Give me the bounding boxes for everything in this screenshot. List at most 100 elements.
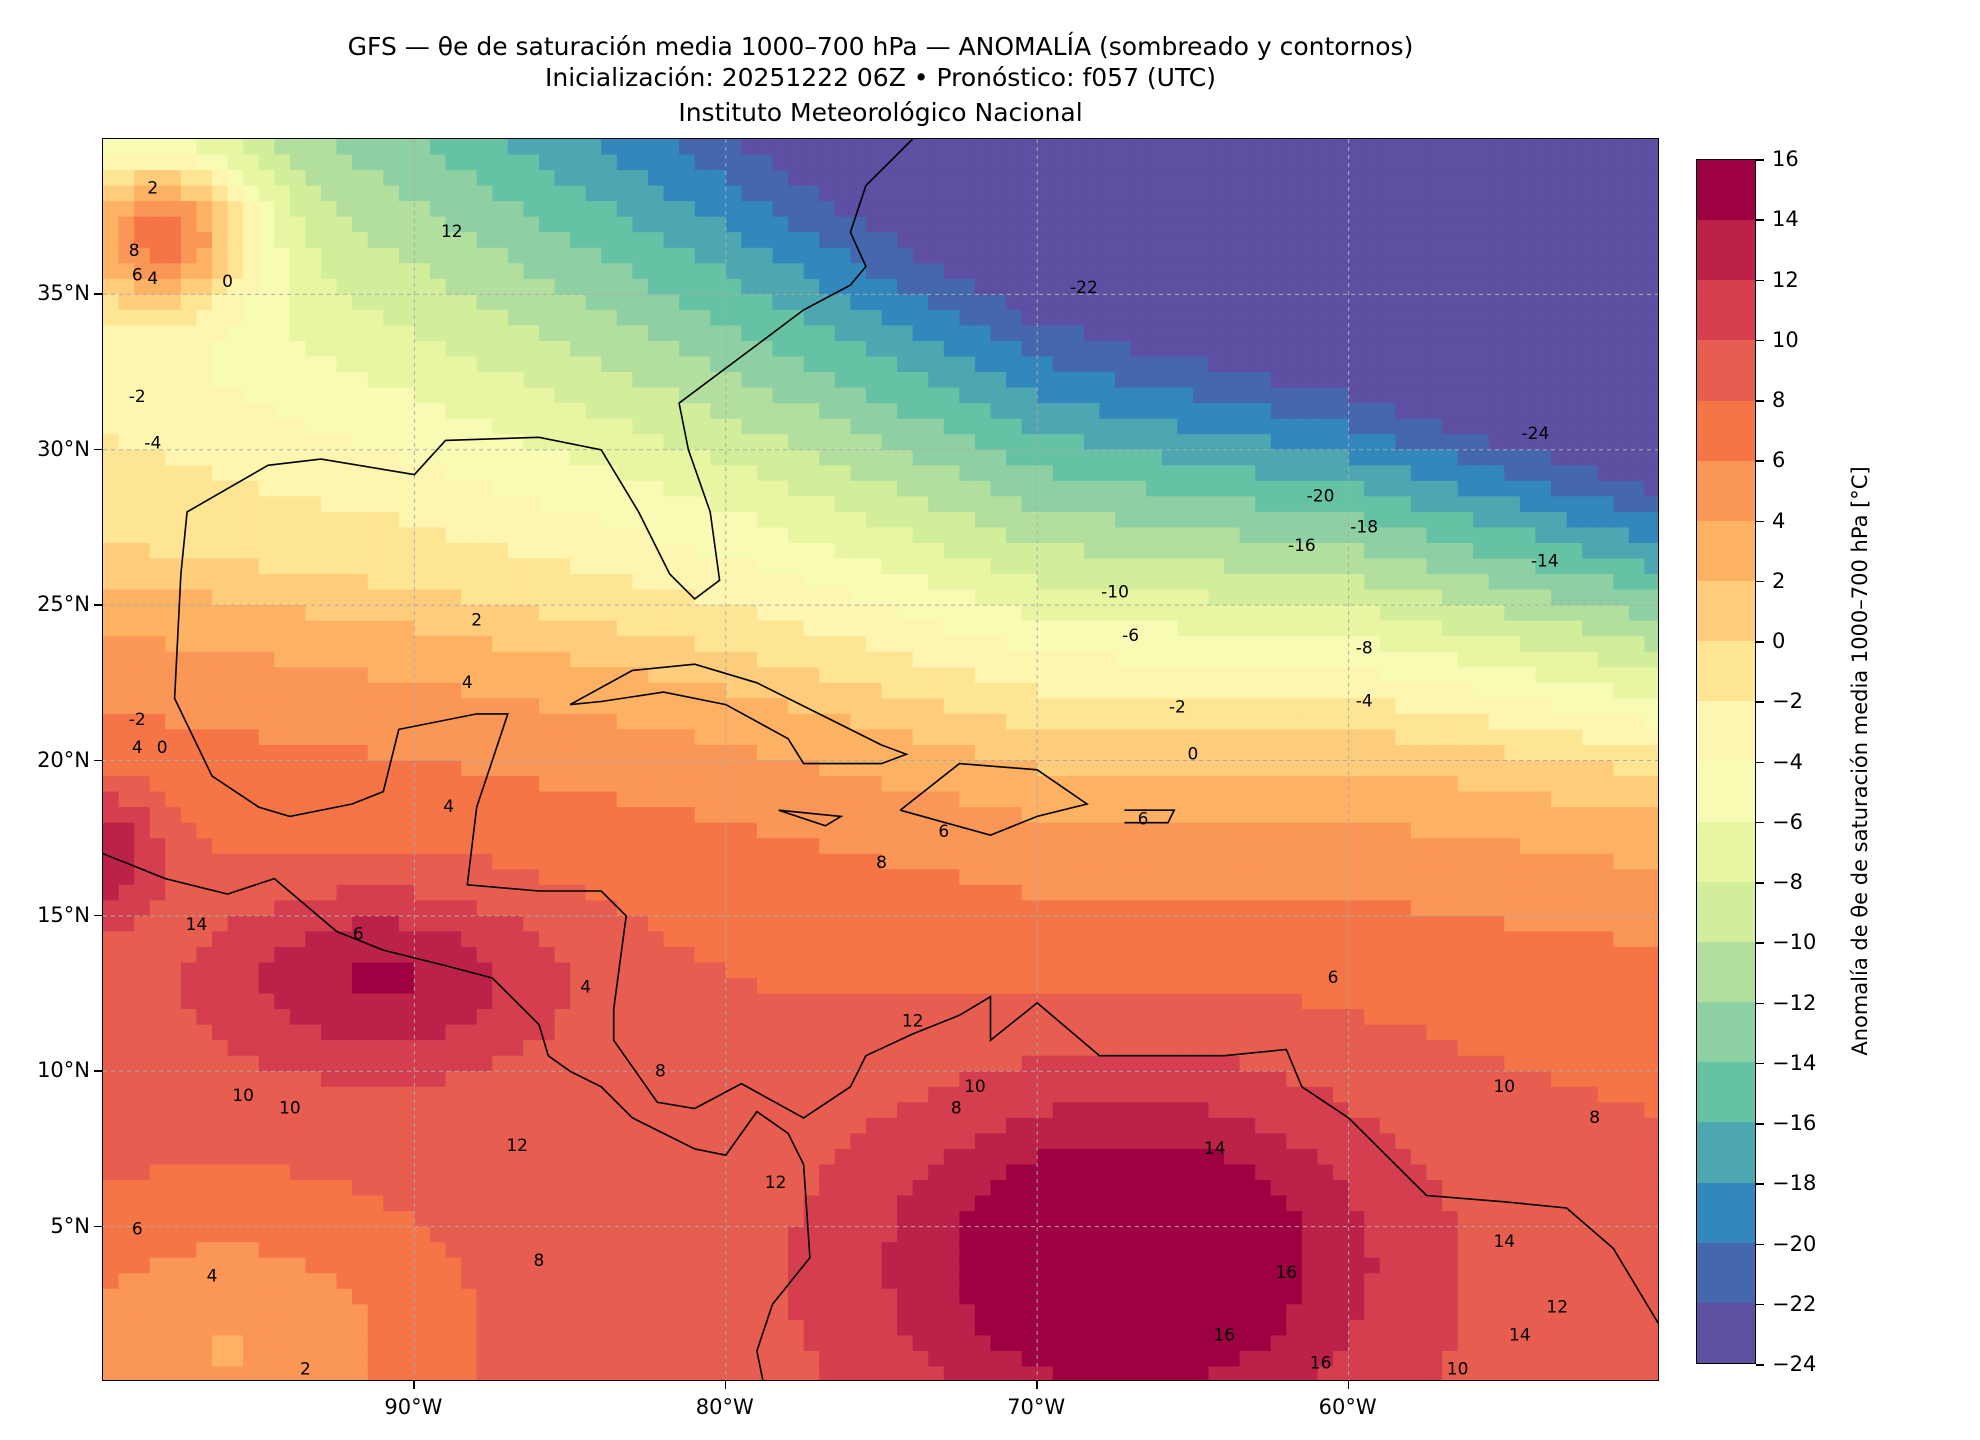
field-cell [445,822,462,839]
field-cell [710,278,727,295]
field-cell [258,1009,275,1026]
field-cell [243,760,260,777]
field-cell [725,682,742,699]
field-cell [912,1164,929,1181]
field-cell [320,154,338,171]
field-cell [928,372,945,389]
field-cell [398,511,415,529]
field-cell [741,1335,758,1352]
field-cell [741,558,758,575]
field-cell [305,1133,322,1150]
field-cell [476,574,493,591]
field-cell [414,1304,431,1321]
field-cell [103,139,120,156]
field-cell [1037,511,1054,529]
field-cell [289,978,307,995]
field-cell [414,869,431,886]
field-cell [616,434,633,451]
field-cell [1052,651,1069,668]
field-cell [429,776,447,793]
field-cell [523,511,540,529]
field-cell [694,1335,711,1352]
field-cell [554,1071,571,1088]
field-cell [305,900,322,917]
field-cell [258,1335,275,1352]
field-cell [336,434,353,451]
field-cell [850,698,867,715]
field-cell [1037,915,1054,933]
field-cell [928,201,945,218]
field-cell [196,1195,213,1212]
field-cell [523,449,540,466]
field-cell [788,403,805,420]
field-cell [912,340,929,358]
field-cell [367,1164,384,1181]
field-cell [788,278,805,295]
field-cell [211,418,229,435]
field-cell [865,201,883,218]
field-cell [429,1040,447,1057]
field-cell [679,465,696,482]
field-cell [507,869,524,886]
field-cell [227,449,244,466]
field-cell [180,993,198,1010]
field-cell [180,1164,198,1181]
field-cell [694,449,711,466]
field-cell [103,760,120,777]
field-cell [601,1009,618,1026]
field-cell [943,776,960,793]
field-cell [912,1257,929,1274]
field-cell [990,605,1007,622]
field-cell [1068,620,1085,637]
field-cell [165,247,182,264]
field-cell [756,713,774,731]
field-cell [492,776,509,793]
field-cell [367,1366,384,1380]
field-cell [788,185,805,202]
field-cell [383,1304,400,1321]
field-cell [803,325,820,342]
field-cell [865,294,883,311]
field-cell [959,574,976,591]
field-cell [756,1024,774,1041]
field-cell [663,480,680,497]
field-cell [258,139,275,156]
field-cell [149,1148,166,1166]
field-cell [243,667,260,684]
field-cell [538,1117,556,1134]
field-cell [476,1055,493,1072]
field-cell [741,309,758,327]
field-cell [803,884,820,901]
field-cell [725,1273,742,1290]
field-cell [289,1009,307,1026]
field-cell [897,900,914,917]
field-cell [445,139,462,156]
field-cell [928,1304,945,1321]
field-cell [679,760,696,777]
field-cell [445,1195,462,1212]
field-cell [959,962,976,979]
field-cell [165,1335,182,1352]
field-cell [725,325,742,342]
field-cell [756,372,774,389]
field-cell [1021,931,1038,948]
field-cell [523,372,540,389]
field-cell [881,1304,898,1321]
field-cell [305,1335,322,1352]
field-cell [492,263,509,280]
field-cell [476,1148,493,1166]
field-cell [616,511,633,529]
field-cell [461,294,478,311]
field-cell [819,1304,836,1321]
field-cell [398,962,415,979]
field-cell [772,729,789,746]
field-cell [445,1148,462,1166]
field-cell [383,542,400,560]
field-cell [211,1350,229,1368]
field-cell [196,356,213,373]
field-cell [211,139,229,156]
field-cell [601,900,618,917]
field-cell [865,1117,883,1134]
field-cell [103,480,120,497]
field-cell [336,201,353,218]
